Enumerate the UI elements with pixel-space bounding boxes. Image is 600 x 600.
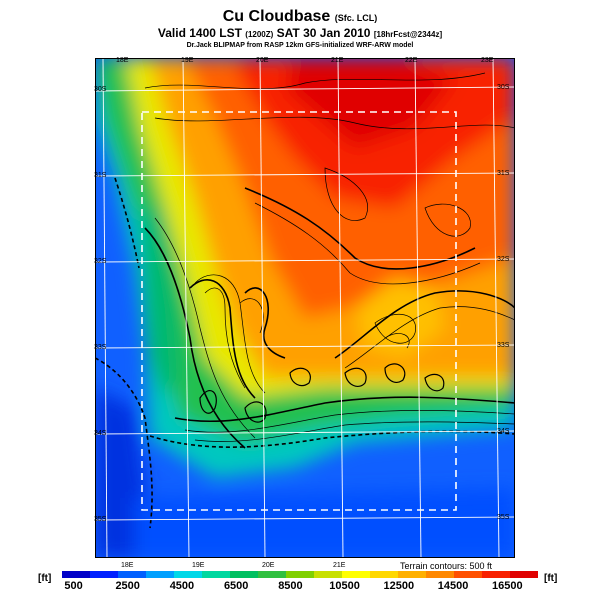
green-trough (140, 208, 180, 398)
lat-right-label: 33S (497, 342, 510, 349)
legend-tick-label: 6500 (223, 580, 249, 592)
color-scale-swatch (258, 571, 287, 578)
red-core (285, 58, 455, 148)
lon-top-label: 20E (256, 57, 269, 64)
color-scale-swatch (118, 571, 147, 578)
color-scale-swatch (426, 571, 455, 578)
color-scale-swatch (146, 571, 175, 578)
legend-unit-right: [ft] (544, 573, 558, 584)
color-scale-bar (62, 571, 538, 578)
color-scale-swatch (482, 571, 511, 578)
color-scale-swatch (230, 571, 259, 578)
map-title: Cu Cloudbase (Sfc. LCL) (0, 8, 600, 26)
lat-right-label: 32S (497, 256, 510, 263)
map-frame (95, 58, 515, 558)
legend-tick-label: 4500 (169, 580, 195, 592)
legend-unit-left: [ft] (38, 573, 52, 584)
lat-left-label: 31S (94, 172, 107, 179)
color-scale-swatch (90, 571, 119, 578)
color-scale-swatch (370, 571, 399, 578)
valid-date: SAT 30 Jan 2010 (276, 26, 371, 40)
valid-label: Valid 1400 LST (157, 26, 242, 40)
lat-left-label: 32S (94, 258, 107, 265)
title-suffix: (Sfc. LCL) (334, 13, 378, 23)
ocean-south (135, 488, 515, 558)
legend-tick-label: 16500 (492, 580, 523, 592)
basin (355, 278, 445, 358)
valid-code: (1200Z) (245, 30, 274, 39)
graticule (95, 58, 515, 558)
valid-note: [18hrFcst@2344z] (373, 30, 443, 39)
lon-top-label: 19E (181, 57, 194, 64)
color-scale-swatch (454, 571, 483, 578)
credit-line: Dr.Jack BLIPMAP from RASP 12km GFS-initi… (186, 42, 414, 49)
lat-left-label: 30S (94, 86, 107, 93)
lat-left-label: 33S (94, 344, 107, 351)
lon-bottom-label: 19E (192, 562, 205, 569)
lat-left-label: 34S (94, 430, 107, 437)
color-scale-swatch (314, 571, 343, 578)
inner-domain (141, 111, 457, 511)
legend-tick-label: 14500 (437, 580, 469, 592)
color-scale-swatch (174, 571, 203, 578)
color-scale-swatch (398, 571, 427, 578)
terrain-note: Terrain contours: 500 ft (400, 561, 493, 571)
lon-bottom-label: 20E (262, 562, 275, 569)
lat-left-label: 35S (94, 516, 107, 523)
cloudbase-map (95, 58, 515, 558)
lat-right-label: 31S (497, 170, 510, 177)
legend-tick-label: 2500 (115, 580, 140, 592)
lon-top-label: 21E (331, 57, 344, 64)
color-scale-swatch (62, 571, 91, 578)
valid-time: Valid 1400 LST (1200Z) SAT 30 Jan 2010 [… (0, 26, 600, 40)
lon-bottom-label: 18E (121, 562, 134, 569)
lon-top-label: 23E (481, 57, 494, 64)
lat-right-label: 30S (497, 84, 510, 91)
lon-bottom-label: 21E (333, 562, 346, 569)
lon-top-label: 18E (116, 57, 129, 64)
title-text: Cu Cloudbase (222, 8, 331, 25)
lat-right-label: 35S (497, 514, 510, 521)
legend-tick-label: 10500 (329, 580, 360, 592)
color-scale-swatch (510, 571, 538, 578)
legend-tick-label: 500 (64, 580, 83, 592)
legend-tick-label: 8500 (278, 580, 303, 592)
color-scale-swatch (286, 571, 315, 578)
color-scale-swatch (342, 571, 371, 578)
terrain-contours (95, 72, 515, 529)
color-scale-swatch (202, 571, 231, 578)
legend-tick-label: 12500 (383, 580, 415, 592)
lat-right-label: 34S (497, 428, 510, 435)
lon-top-label: 22E (405, 57, 418, 64)
